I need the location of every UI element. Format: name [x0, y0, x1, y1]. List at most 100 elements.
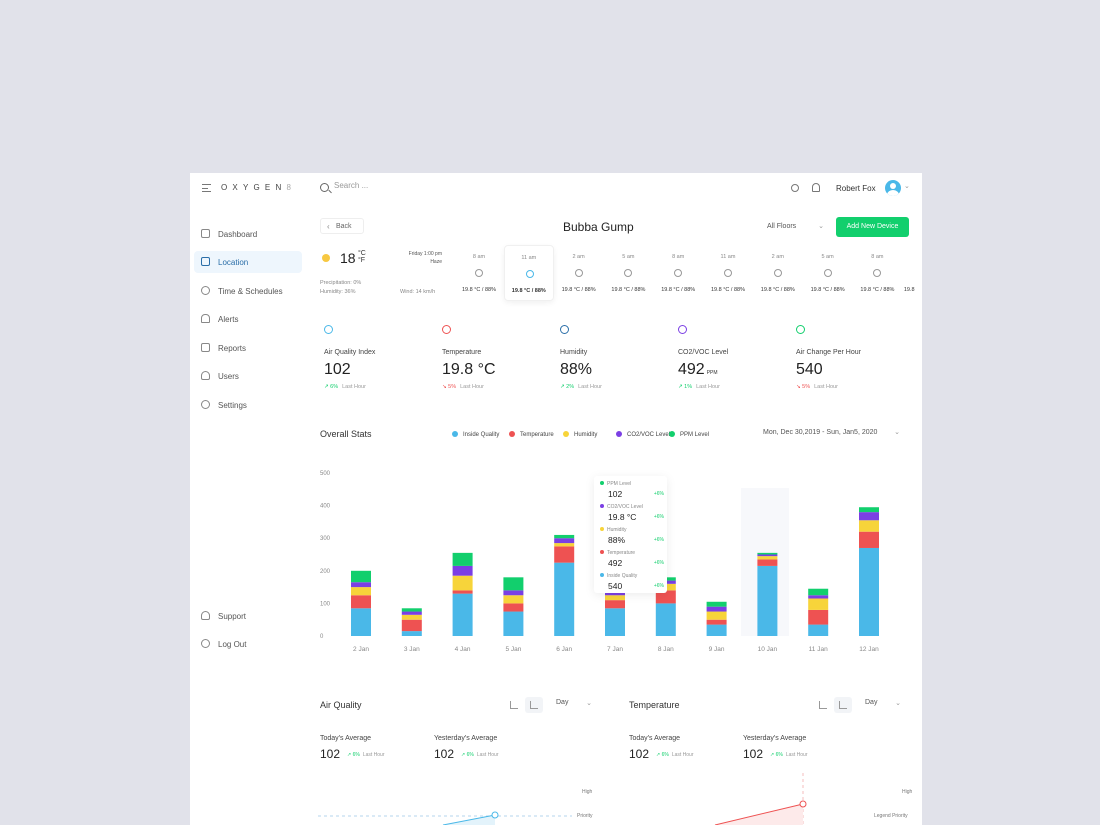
bar-segment-temperature[interactable]: [503, 603, 524, 612]
bar-segment-ppm-level[interactable]: [503, 577, 524, 591]
bar-segment-co2-voc-level[interactable]: [554, 538, 575, 544]
bar-segment-ppm-level[interactable]: [757, 552, 778, 555]
trend-point[interactable]: [491, 811, 499, 819]
legend-item[interactable]: Temperature: [509, 431, 554, 438]
axis-label-high: High: [582, 789, 593, 795]
period-select[interactable]: Day ⌄: [865, 699, 901, 707]
hour-forecast-item[interactable]: 2 am 19.8 °C / 88%: [753, 245, 803, 301]
bar-segment-inside-quality[interactable]: [401, 631, 422, 636]
sidebar-item-location[interactable]: Location: [194, 251, 302, 273]
line-chart-button[interactable]: [814, 697, 832, 713]
bar-segment-inside-quality[interactable]: [808, 624, 829, 636]
bar-segment-humidity[interactable]: [757, 556, 778, 560]
hour-forecast-item[interactable]: 5 am 19.8 °C / 88%: [603, 245, 653, 301]
bar-segment-humidity[interactable]: [351, 587, 371, 596]
user-name[interactable]: Robert Fox: [836, 184, 876, 193]
bar-segment-co2-voc-level[interactable]: [351, 582, 371, 588]
legend-item[interactable]: CO2/VOC Level: [616, 431, 670, 438]
line-chart-button[interactable]: [505, 697, 523, 713]
bar-segment-co2-voc-level[interactable]: [605, 591, 625, 596]
bar-segment-ppm-level[interactable]: [554, 534, 575, 539]
bar-segment-inside-quality[interactable]: [351, 608, 371, 636]
legend-item[interactable]: Inside Quality: [452, 431, 499, 438]
bar-segment-ppm-level[interactable]: [859, 507, 879, 513]
sidebar-item-reports[interactable]: Reports: [194, 337, 302, 359]
floor-select[interactable]: All Floors ⌄: [762, 218, 828, 236]
bar-segment-humidity[interactable]: [401, 614, 422, 620]
app-logo[interactable]: OXYGEN8: [221, 183, 297, 192]
bar-segment-inside-quality[interactable]: [503, 611, 524, 636]
avatar[interactable]: [885, 180, 901, 196]
hour-forecast-item[interactable]: 8 am 19.8 °C / 88%: [454, 245, 504, 301]
search-input[interactable]: [334, 181, 534, 190]
bar-segment-inside-quality[interactable]: [757, 565, 778, 636]
hour-forecast-item[interactable]: 11 am 19.8 °C / 88%: [703, 245, 753, 301]
bar-segment-temperature[interactable]: [554, 546, 575, 563]
hour-forecast-item[interactable]: 11 am 19.8 °C / 88%: [503, 245, 554, 301]
bar-segment-ppm-level[interactable]: [706, 601, 727, 607]
bar-segment-co2-voc-level[interactable]: [401, 611, 422, 615]
bar-segment-humidity[interactable]: [859, 520, 879, 532]
legend-item[interactable]: PPM Level: [669, 431, 709, 438]
bar-segment-inside-quality[interactable]: [706, 624, 727, 636]
bar-segment-inside-quality[interactable]: [655, 603, 676, 636]
bar-segment-temperature[interactable]: [757, 559, 778, 566]
bar-segment-inside-quality[interactable]: [859, 547, 879, 636]
hour-forecast-item[interactable]: 19.8: [902, 245, 916, 301]
bar-segment-inside-quality[interactable]: [452, 593, 473, 636]
bar-segment-co2-voc-level[interactable]: [452, 565, 473, 576]
brightness-icon[interactable]: [791, 184, 799, 192]
bar-segment-temperature[interactable]: [401, 619, 422, 632]
bar-segment-humidity[interactable]: [808, 598, 829, 610]
bar-segment-ppm-level[interactable]: [452, 552, 473, 566]
bar-segment-ppm-level[interactable]: [808, 588, 829, 596]
bar-chart-button[interactable]: [834, 697, 852, 713]
chevron-down-icon[interactable]: ⌄: [904, 183, 910, 190]
back-button[interactable]: ‹ Back: [320, 218, 364, 234]
bar-segment-co2-voc-level[interactable]: [757, 554, 778, 557]
hour-forecast-item[interactable]: 8 am 19.8 °C / 88%: [653, 245, 703, 301]
legend-item[interactable]: Humidity: [563, 431, 597, 438]
bar-segment-humidity[interactable]: [452, 575, 473, 591]
sidebar-item-logout[interactable]: Log Out: [194, 633, 302, 655]
trend-point[interactable]: [799, 800, 807, 808]
notification-bell-icon[interactable]: [812, 183, 820, 192]
bar-segment-co2-voc-level[interactable]: [859, 512, 879, 521]
sidebar-item-settings[interactable]: Settings: [194, 394, 302, 416]
bar-segment-temperature[interactable]: [859, 531, 879, 548]
bar-segment-co2-voc-level[interactable]: [808, 595, 829, 599]
temperature-unit-toggle[interactable]: °C °F: [358, 250, 366, 264]
date-range-select[interactable]: Mon, Dec 30,2019 - Sun, Jan5, 2020 ⌄: [758, 424, 904, 442]
bar-segment-ppm-level[interactable]: [351, 570, 371, 583]
bar-segment-temperature[interactable]: [351, 595, 371, 609]
bar-segment-temperature[interactable]: [452, 590, 473, 594]
bar-segment-temperature[interactable]: [706, 619, 727, 625]
bar-segment-ppm-level[interactable]: [401, 608, 422, 612]
sidebar-item-support[interactable]: Support: [194, 605, 302, 627]
bar-segment-co2-voc-level[interactable]: [706, 606, 727, 612]
bar-segment-humidity[interactable]: [554, 543, 575, 547]
bar-segment-temperature[interactable]: [655, 590, 676, 604]
bar-segment-inside-quality[interactable]: [605, 608, 625, 636]
bar-segment-temperature[interactable]: [605, 600, 625, 609]
bar-segment-co2-voc-level[interactable]: [503, 590, 524, 596]
today-average-label: Today's Average: [629, 735, 681, 742]
sidebar-item-dashboard[interactable]: Dashboard: [194, 223, 302, 245]
sidebar-item-time-schedules[interactable]: Time & Schedules: [194, 280, 302, 302]
hamburger-menu-icon[interactable]: [202, 184, 211, 192]
sidebar-item-label: Dashboard: [218, 230, 258, 239]
hour-forecast-item[interactable]: 8 am 19.8 °C / 88%: [852, 245, 902, 301]
bar-segment-temperature[interactable]: [808, 609, 829, 625]
add-device-button[interactable]: Add New Device: [836, 217, 909, 237]
period-select[interactable]: Day ⌄: [556, 699, 592, 707]
change-arrow-icon: ↗: [678, 384, 683, 390]
bar-segment-humidity[interactable]: [503, 595, 524, 604]
bar-chart-button[interactable]: [525, 697, 543, 713]
hour-forecast-item[interactable]: 2 am 19.8 °C / 88%: [554, 245, 604, 301]
sidebar-item-alerts[interactable]: Alerts: [194, 308, 302, 330]
bar-segment-inside-quality[interactable]: [554, 562, 575, 636]
sidebar-item-users[interactable]: Users: [194, 365, 302, 387]
bar-segment-humidity[interactable]: [605, 595, 625, 601]
hour-forecast-item[interactable]: 5 am 19.8 °C / 88%: [803, 245, 853, 301]
bar-segment-humidity[interactable]: [706, 611, 727, 620]
